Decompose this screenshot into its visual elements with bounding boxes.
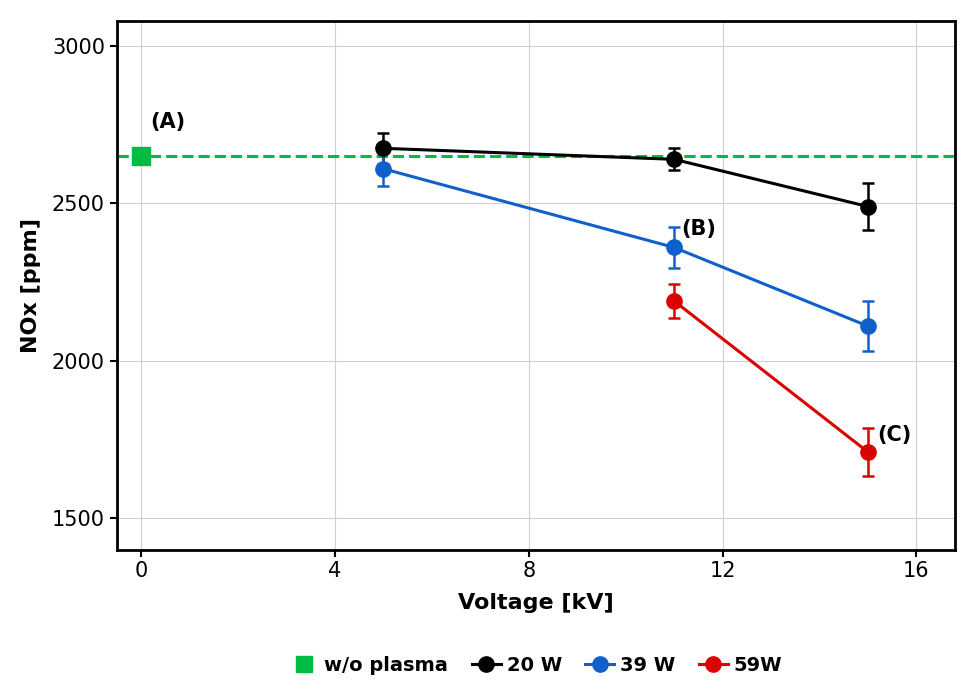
Text: (B): (B) — [681, 219, 716, 239]
Y-axis label: NOx [ppm]: NOx [ppm] — [20, 218, 41, 352]
Text: (A): (A) — [150, 112, 185, 132]
X-axis label: Voltage [kV]: Voltage [kV] — [458, 592, 614, 613]
Legend: w/o plasma, 20 W, 39 W, 59W: w/o plasma, 20 W, 39 W, 59W — [282, 648, 791, 683]
Text: (C): (C) — [877, 425, 912, 445]
